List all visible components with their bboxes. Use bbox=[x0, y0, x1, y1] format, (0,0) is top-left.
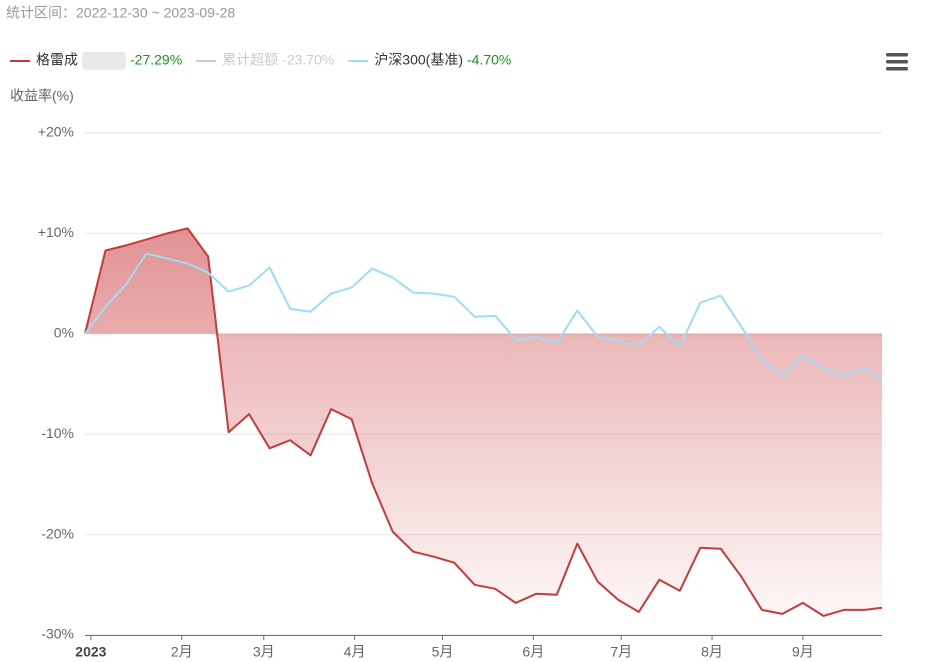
legend-name[interactable]: 累计超额 bbox=[222, 52, 278, 68]
y-axis-label: 收益率(%) bbox=[10, 88, 74, 104]
x-tick-label: 6月 bbox=[522, 644, 544, 660]
series-line bbox=[84, 227, 883, 617]
subtitle: 统计区间：2022-12-30 ~ 2023-09-28 bbox=[6, 5, 235, 21]
y-tick-label: -10% bbox=[41, 425, 74, 441]
x-tick-label: 4月 bbox=[344, 644, 366, 660]
x-tick-label: 8月 bbox=[701, 644, 723, 660]
x-tick-label: 9月 bbox=[792, 644, 814, 660]
x-tick-label: 2023 bbox=[75, 644, 106, 660]
legend: 格雷成 -27.29% 累计超额 -23.70% 沪深300(基准) -4.70% bbox=[10, 52, 511, 70]
x-tick-label: 7月 bbox=[610, 644, 632, 660]
y-tick-label: +10% bbox=[38, 224, 74, 240]
x-tick-label: 2月 bbox=[171, 644, 193, 660]
y-tick-label: -20% bbox=[41, 525, 74, 541]
legend-name[interactable]: 沪深300(基准) bbox=[374, 52, 463, 68]
legend-value: -23.70% bbox=[282, 52, 334, 68]
legend-value: -27.29% bbox=[130, 52, 182, 68]
legend-value: -4.70% bbox=[467, 52, 511, 68]
area-fill bbox=[85, 228, 882, 616]
x-tick-label: 5月 bbox=[432, 644, 454, 660]
legend-name[interactable]: 格雷成 bbox=[36, 52, 78, 68]
y-tick-label: -30% bbox=[41, 626, 74, 642]
plot-area: +20% +10% 0% -10% -20% -30%2023 2月 3月 4月 5月 6月 7月 8月… bbox=[38, 124, 883, 660]
series-line bbox=[84, 252, 883, 382]
y-tick-label: +20% bbox=[38, 124, 74, 140]
y-tick-label: 0% bbox=[54, 325, 74, 341]
blurred-name bbox=[82, 52, 126, 70]
x-tick-label: 3月 bbox=[253, 644, 275, 660]
menu-icon[interactable] bbox=[886, 53, 908, 71]
